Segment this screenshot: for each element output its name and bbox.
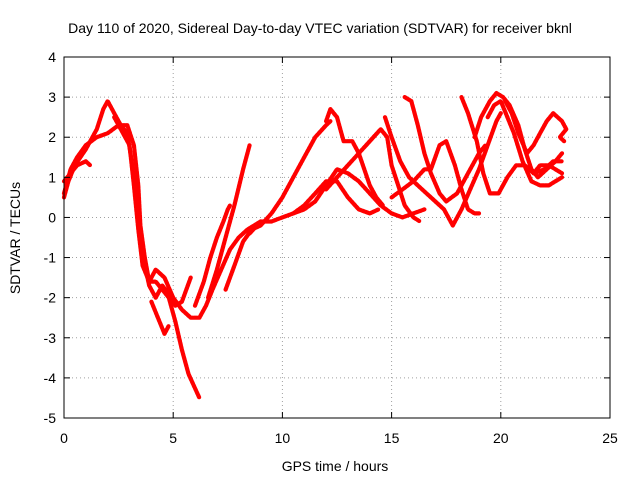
x-axis-label: GPS time / hours xyxy=(282,458,389,474)
series-arc-20 xyxy=(531,163,565,176)
y-tick-labels: -5 -4 -3 -2 -1 0 1 2 3 4 xyxy=(44,49,57,426)
series-arc-11 xyxy=(324,107,385,208)
series-arc-6 xyxy=(192,203,233,308)
series-arc-7 xyxy=(206,143,252,300)
series-arc-9 xyxy=(247,167,427,236)
y-tick-label: 1 xyxy=(48,169,56,185)
x-tick-label: 5 xyxy=(169,430,177,446)
series-arc-12 xyxy=(324,127,423,224)
series-arc-18 xyxy=(485,99,565,188)
series-arc-14 xyxy=(382,111,503,228)
x-tick-label: 25 xyxy=(602,430,618,446)
series-arc-19 xyxy=(503,99,569,156)
y-tick-label: 2 xyxy=(48,129,56,145)
x-tick-label: 15 xyxy=(384,430,400,446)
series-arc-2 xyxy=(61,123,202,400)
series-arc-17 xyxy=(472,91,565,180)
y-tick-label: -3 xyxy=(44,330,57,346)
plot-frame xyxy=(63,56,611,419)
series-arc-3 xyxy=(61,159,93,184)
y-tick-label: 3 xyxy=(48,89,56,105)
x-tick-labels: 0 5 10 15 20 25 xyxy=(60,430,618,446)
series-arc-13 xyxy=(402,95,488,204)
series-arc-4 xyxy=(112,115,263,320)
grid-lines xyxy=(64,57,610,418)
y-tick-label: -2 xyxy=(44,290,57,306)
x-tick-label: 0 xyxy=(60,430,68,446)
axis-ticks xyxy=(63,56,611,419)
series-arc-15 xyxy=(389,139,482,216)
y-tick-label: 0 xyxy=(48,209,56,225)
series-arc-5 xyxy=(149,299,171,336)
x-tick-label: 10 xyxy=(275,430,291,446)
y-tick-label: -1 xyxy=(44,250,57,266)
data-series xyxy=(61,91,569,400)
chart-title: Day 110 of 2020, Sidereal Day-to-day VTE… xyxy=(68,20,572,36)
series-arc-8 xyxy=(223,119,333,292)
y-tick-label: -4 xyxy=(44,370,57,386)
y-axis-label: SDTVAR / TECUs xyxy=(7,182,23,294)
series-arc-10 xyxy=(291,179,381,216)
y-tick-label: 4 xyxy=(48,49,56,65)
x-tick-label: 20 xyxy=(493,430,509,446)
y-tick-label: -5 xyxy=(44,410,57,426)
